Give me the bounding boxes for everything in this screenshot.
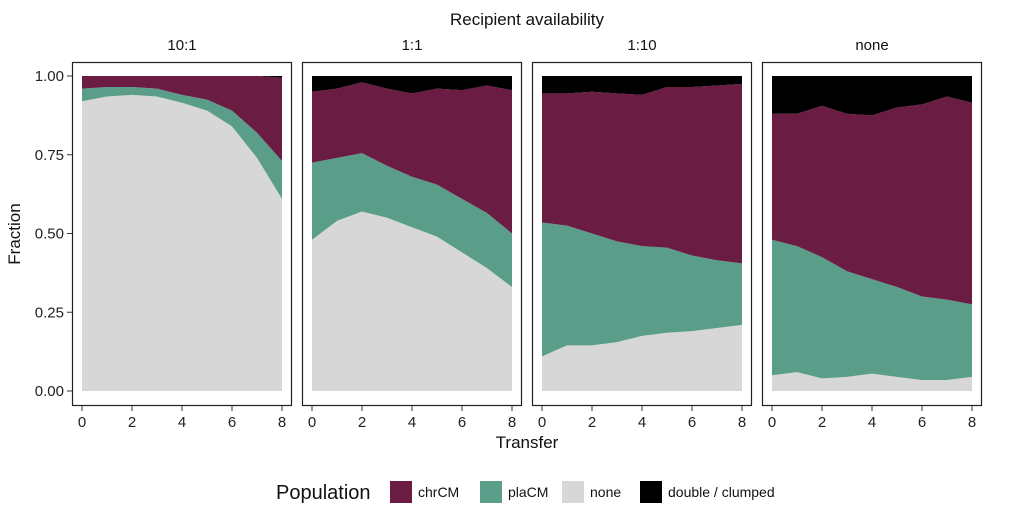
panel-1-10: 1:10 0 2 4 6 8 xyxy=(531,37,753,431)
legend: Population chrCM plaCM none double / clumped xyxy=(276,481,775,504)
x-tick-label: 0 xyxy=(768,414,776,431)
x-tick-label: 4 xyxy=(868,414,876,431)
facet-label: 1:1 xyxy=(402,37,423,54)
area-placm xyxy=(542,222,742,357)
legend-label: double / clumped xyxy=(668,484,775,500)
panel-border xyxy=(301,61,523,407)
x-tick-label: 4 xyxy=(178,414,186,431)
x-tick-label: 0 xyxy=(308,414,316,431)
legend-swatch xyxy=(390,481,412,503)
x-tick-label: 0 xyxy=(538,414,546,431)
area-none xyxy=(772,372,972,391)
x-tick-label: 4 xyxy=(638,414,646,431)
facet-label: 1:10 xyxy=(627,37,656,54)
legend-item-double-clumped: double / clumped xyxy=(640,481,775,503)
area-chrcm xyxy=(312,82,512,234)
x-tick-label: 6 xyxy=(458,414,466,431)
x-axis-title: Transfer xyxy=(496,433,559,452)
legend-item-none: none xyxy=(562,481,621,503)
area-placm xyxy=(772,239,972,380)
legend-swatch xyxy=(480,481,502,503)
x-tick-label: 6 xyxy=(688,414,696,431)
area-double-clumped xyxy=(542,76,742,95)
legend-item-chrcm: chrCM xyxy=(390,481,459,503)
area-chrcm xyxy=(772,96,972,305)
x-tick-label: 2 xyxy=(588,414,596,431)
legend-swatch xyxy=(640,481,662,503)
area-none xyxy=(312,211,512,391)
x-tick-label: 6 xyxy=(228,414,236,431)
y-axis: 0.00 0.25 0.50 0.75 1.00 xyxy=(35,68,72,400)
panel-1-1: 1:1 0 2 4 6 8 xyxy=(301,37,523,431)
x-tick-label: 0 xyxy=(78,414,86,431)
area-chrcm xyxy=(542,83,742,264)
y-tick-label: 0.75 xyxy=(35,147,64,164)
y-tick-label: 0.00 xyxy=(35,383,64,400)
legend-swatch xyxy=(562,481,584,503)
legend-label: none xyxy=(590,484,621,500)
facet-label: none xyxy=(855,37,888,54)
legend-label: chrCM xyxy=(418,484,459,500)
legend-title: Population xyxy=(276,482,371,504)
panel-none: none 0 2 4 6 8 xyxy=(761,37,983,431)
facet-label: 10:1 xyxy=(167,37,196,54)
area-none xyxy=(82,94,282,392)
x-tick-label: 4 xyxy=(408,414,416,431)
area-none xyxy=(542,324,742,391)
area-double-clumped xyxy=(772,76,972,116)
panel-border xyxy=(531,61,753,407)
legend-label: plaCM xyxy=(508,484,548,500)
chart-title: Recipient availability xyxy=(450,10,605,29)
area-chrcm xyxy=(82,76,282,162)
area-double-clumped xyxy=(312,76,512,94)
x-tick-label: 8 xyxy=(278,414,286,431)
area-placm xyxy=(312,153,512,288)
x-tick-label: 8 xyxy=(738,414,746,431)
legend-item-placm: plaCM xyxy=(480,481,548,503)
panel-10-1: 10:1 0 2 4 6 8 xyxy=(71,37,293,431)
x-tick-label: 2 xyxy=(358,414,366,431)
x-tick-label: 2 xyxy=(128,414,136,431)
x-tick-label: 6 xyxy=(918,414,926,431)
panel-border xyxy=(71,61,293,407)
area-double-clumped xyxy=(82,76,282,78)
y-tick-label: 1.00 xyxy=(35,68,64,85)
y-tick-label: 0.25 xyxy=(35,304,64,321)
x-tick-label: 2 xyxy=(818,414,826,431)
panel-border xyxy=(761,61,983,407)
y-tick-label: 0.50 xyxy=(35,226,64,243)
y-axis-title: Fraction xyxy=(5,203,24,264)
x-tick-label: 8 xyxy=(508,414,516,431)
x-tick-label: 8 xyxy=(968,414,976,431)
area-placm xyxy=(82,87,282,199)
